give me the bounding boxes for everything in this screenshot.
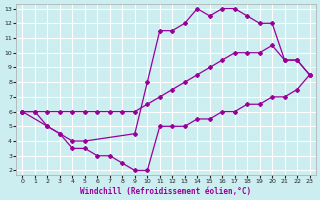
X-axis label: Windchill (Refroidissement éolien,°C): Windchill (Refroidissement éolien,°C) bbox=[80, 187, 252, 196]
